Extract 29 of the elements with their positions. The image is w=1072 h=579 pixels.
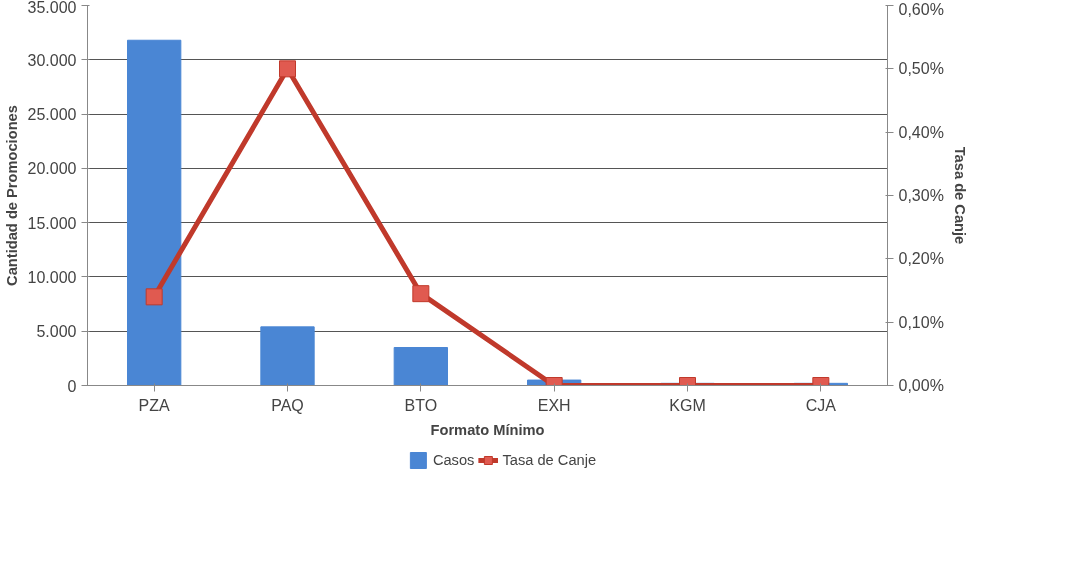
bar [127,39,182,386]
y-tick-label: 5.000 [36,323,77,341]
y-tick-label: 10.000 [27,268,77,286]
x-tick-label: EXH [537,396,571,414]
y2-tick-label: 0,50% [898,60,944,78]
y2-tick-label: 0,60% [898,0,944,18]
y-tick-label: 20.000 [27,160,77,178]
y2-tick-label: 0,40% [898,123,944,141]
y-tick-label: 25.000 [27,106,77,124]
y2-tick-label: 0,00% [898,377,944,394]
y2-tick-label: 0,20% [898,250,944,268]
bar [260,326,315,386]
y2-tick-label: 0,30% [898,187,944,204]
bar [393,347,448,386]
y2-tick-label: 0,10% [898,313,944,331]
x-tick-label: PAQ [271,396,304,414]
x-tick-label: PZA [138,396,171,414]
y2-axis-title: Tasa de Canje [951,146,968,245]
x-tick-label: BTO [404,396,438,414]
y-tick-label: 15.000 [27,214,77,232]
y-tick-label: 0 [67,377,77,395]
legend-label: Casos [432,452,475,468]
x-tick-label: CJA [805,396,837,414]
y-tick-label: 30.000 [27,51,77,69]
y-axis-title: Cantidad de Promociones [3,105,20,286]
y-tick-label: 35.000 [27,0,77,16]
legend-label: Tasa de Canje [502,452,597,468]
x-axis-title: Formato Mínimo [430,421,545,438]
x-tick-label: KGM [669,396,706,414]
